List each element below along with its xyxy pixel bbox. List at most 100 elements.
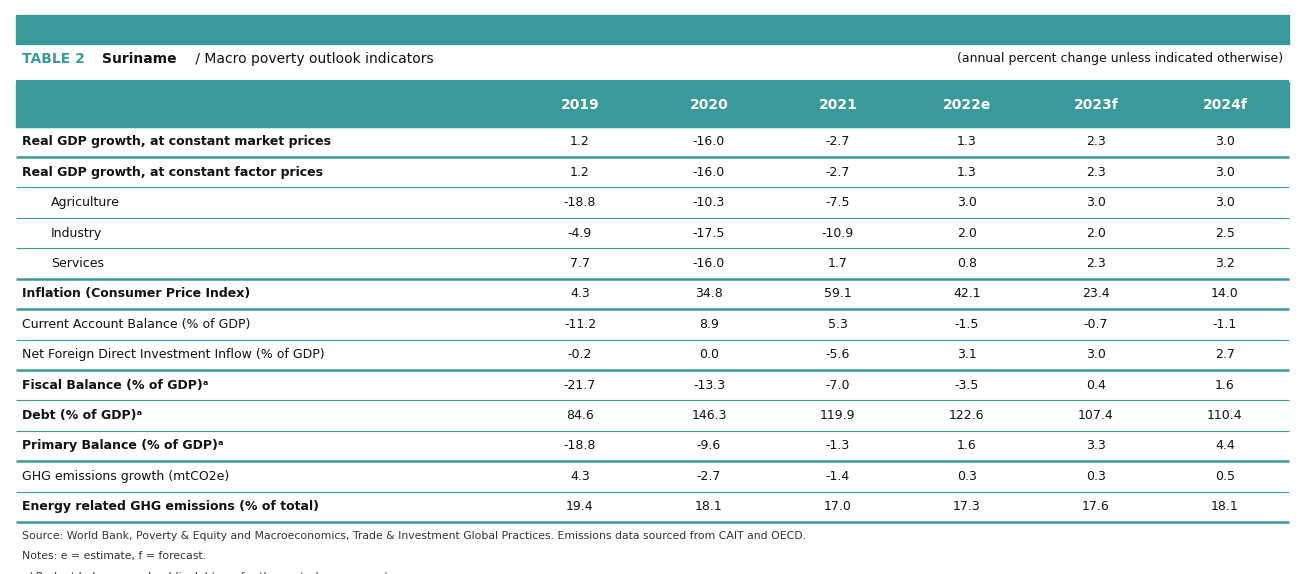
Text: -18.8: -18.8 — [564, 196, 596, 209]
Text: 2.0: 2.0 — [957, 227, 977, 239]
Text: 3.0: 3.0 — [1215, 166, 1235, 179]
Text: 146.3: 146.3 — [692, 409, 727, 422]
Text: -7.5: -7.5 — [826, 196, 850, 209]
Text: -0.7: -0.7 — [1083, 318, 1108, 331]
Text: 2.7: 2.7 — [1215, 348, 1235, 361]
Text: -0.2: -0.2 — [568, 348, 592, 361]
Text: TABLE 2: TABLE 2 — [22, 52, 85, 65]
Text: -5.6: -5.6 — [826, 348, 850, 361]
Text: Services: Services — [51, 257, 104, 270]
Text: -1.4: -1.4 — [826, 470, 850, 483]
Text: 17.6: 17.6 — [1082, 501, 1109, 513]
Text: 0.5: 0.5 — [1215, 470, 1235, 483]
Text: 2022e: 2022e — [942, 98, 990, 111]
Text: 0.3: 0.3 — [957, 470, 977, 483]
Text: 4.3: 4.3 — [570, 470, 590, 483]
Text: -18.8: -18.8 — [564, 440, 596, 452]
Text: 34.8: 34.8 — [696, 288, 723, 300]
Text: Energy related GHG emissions (% of total): Energy related GHG emissions (% of total… — [22, 501, 320, 513]
Text: 0.3: 0.3 — [1086, 470, 1105, 483]
Text: 3.0: 3.0 — [1215, 196, 1235, 209]
Text: Debt (% of GDP)ᵃ: Debt (% of GDP)ᵃ — [22, 409, 142, 422]
Text: 17.0: 17.0 — [823, 501, 852, 513]
Text: -4.9: -4.9 — [568, 227, 592, 239]
Text: 23.4: 23.4 — [1082, 288, 1109, 300]
Text: -1.5: -1.5 — [955, 318, 979, 331]
Text: Source: World Bank, Poverty & Equity and Macroeconomics, Trade & Investment Glob: Source: World Bank, Poverty & Equity and… — [22, 531, 806, 541]
Bar — [16, 15, 1289, 44]
Text: 2020: 2020 — [689, 98, 728, 111]
Text: -2.7: -2.7 — [826, 135, 850, 148]
Text: 5.3: 5.3 — [827, 318, 848, 331]
Text: -16.0: -16.0 — [693, 166, 726, 179]
Text: 2.3: 2.3 — [1086, 257, 1105, 270]
Text: 4.3: 4.3 — [570, 288, 590, 300]
Text: 2021: 2021 — [818, 98, 857, 111]
Text: -17.5: -17.5 — [693, 227, 726, 239]
Text: 2.0: 2.0 — [1086, 227, 1105, 239]
Text: 1.3: 1.3 — [957, 135, 976, 148]
Text: 119.9: 119.9 — [820, 409, 856, 422]
Text: 18.1: 18.1 — [696, 501, 723, 513]
Bar — [16, 83, 1289, 127]
Text: 0.0: 0.0 — [699, 348, 719, 361]
Text: 0.8: 0.8 — [957, 257, 977, 270]
Text: -1.3: -1.3 — [826, 440, 850, 452]
Text: -3.5: -3.5 — [955, 379, 979, 391]
Text: 3.0: 3.0 — [1086, 348, 1105, 361]
Text: 59.1: 59.1 — [823, 288, 852, 300]
Text: Fiscal Balance (% of GDP)ᵃ: Fiscal Balance (% of GDP)ᵃ — [22, 379, 209, 391]
Text: 1.3: 1.3 — [957, 166, 976, 179]
Text: 42.1: 42.1 — [953, 288, 981, 300]
Text: 2019: 2019 — [561, 98, 599, 111]
Text: 3.1: 3.1 — [957, 348, 976, 361]
Text: 0.4: 0.4 — [1086, 379, 1105, 391]
Text: 19.4: 19.4 — [566, 501, 594, 513]
Text: -9.6: -9.6 — [697, 440, 722, 452]
Text: 8.9: 8.9 — [699, 318, 719, 331]
Text: 1.7: 1.7 — [827, 257, 848, 270]
Text: 7.7: 7.7 — [570, 257, 590, 270]
Text: 2.3: 2.3 — [1086, 135, 1105, 148]
Text: Suriname: Suriname — [102, 52, 176, 65]
Text: 3.0: 3.0 — [957, 196, 977, 209]
Text: -11.2: -11.2 — [564, 318, 596, 331]
Text: 3.0: 3.0 — [1215, 135, 1235, 148]
Text: 84.6: 84.6 — [566, 409, 594, 422]
Text: 2.5: 2.5 — [1215, 227, 1235, 239]
Text: 18.1: 18.1 — [1211, 501, 1238, 513]
Text: Real GDP growth, at constant market prices: Real GDP growth, at constant market pric… — [22, 135, 331, 148]
Text: 3.3: 3.3 — [1086, 440, 1105, 452]
Text: -16.0: -16.0 — [693, 135, 726, 148]
Text: Industry: Industry — [51, 227, 102, 239]
Text: 2024f: 2024f — [1202, 98, 1248, 111]
Text: -2.7: -2.7 — [826, 166, 850, 179]
Text: Agriculture: Agriculture — [51, 196, 120, 209]
Text: 2023f: 2023f — [1074, 98, 1118, 111]
Text: (annual percent change unless indicated otherwise): (annual percent change unless indicated … — [957, 52, 1283, 64]
Text: Notes: e = estimate, f = forecast.: Notes: e = estimate, f = forecast. — [22, 552, 206, 561]
Text: 122.6: 122.6 — [949, 409, 985, 422]
Text: -21.7: -21.7 — [564, 379, 596, 391]
Text: Net Foreign Direct Investment Inflow (% of GDP): Net Foreign Direct Investment Inflow (% … — [22, 348, 325, 361]
Text: 1.6: 1.6 — [957, 440, 976, 452]
Text: -13.3: -13.3 — [693, 379, 726, 391]
Text: 110.4: 110.4 — [1207, 409, 1242, 422]
Text: 1.2: 1.2 — [570, 135, 590, 148]
Text: -10.3: -10.3 — [693, 196, 726, 209]
Text: 17.3: 17.3 — [953, 501, 981, 513]
Text: Real GDP growth, at constant factor prices: Real GDP growth, at constant factor pric… — [22, 166, 324, 179]
Text: a/ Budget balances and public debt are for the central government.: a/ Budget balances and public debt are f… — [22, 572, 393, 574]
Text: 3.0: 3.0 — [1086, 196, 1105, 209]
Text: -7.0: -7.0 — [826, 379, 850, 391]
Text: 107.4: 107.4 — [1078, 409, 1113, 422]
Text: 1.6: 1.6 — [1215, 379, 1235, 391]
Text: GHG emissions growth (mtCO2e): GHG emissions growth (mtCO2e) — [22, 470, 230, 483]
Text: -10.9: -10.9 — [822, 227, 853, 239]
Text: 14.0: 14.0 — [1211, 288, 1238, 300]
Text: 2.3: 2.3 — [1086, 166, 1105, 179]
Text: Current Account Balance (% of GDP): Current Account Balance (% of GDP) — [22, 318, 251, 331]
Text: Primary Balance (% of GDP)ᵃ: Primary Balance (% of GDP)ᵃ — [22, 440, 224, 452]
Text: -16.0: -16.0 — [693, 257, 726, 270]
Text: Inflation (Consumer Price Index): Inflation (Consumer Price Index) — [22, 288, 251, 300]
